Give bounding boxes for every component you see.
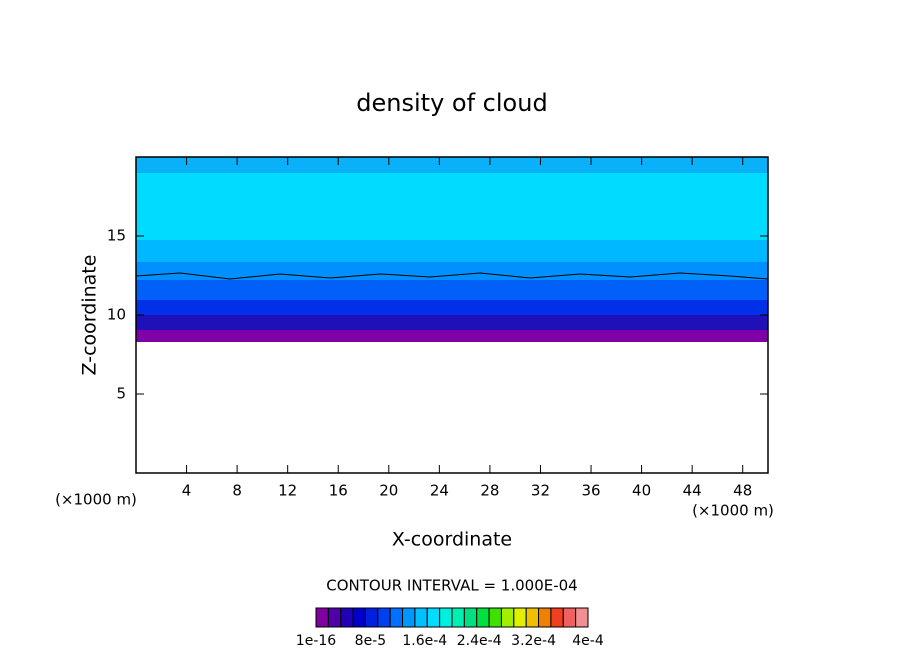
colorbar-label: 3.2e-4: [511, 633, 556, 649]
y-tick-label: 10: [107, 306, 126, 324]
colorbar-swatch: [389, 607, 404, 628]
colorbar-swatch: [402, 607, 416, 628]
colorbar-swatch: [451, 607, 465, 628]
x-tick-label: 36: [581, 482, 600, 500]
x-tick-label: 32: [531, 482, 550, 500]
y-tick-label: 15: [107, 227, 126, 245]
colorbar-swatch: [352, 607, 366, 628]
colorbar-swatch: [315, 607, 329, 628]
colorbar-swatch: [562, 607, 577, 628]
y-tick-label: 5: [116, 385, 126, 403]
x-tick-label: 8: [232, 482, 242, 500]
y-unit: (×1000 m): [55, 491, 137, 509]
colorbar-swatch: [377, 607, 391, 628]
colorbar-swatch: [525, 607, 540, 628]
colorbar-swatch: [439, 607, 453, 628]
colorbar-swatch: [476, 607, 490, 628]
x-tick-label: 48: [733, 482, 752, 500]
colorbar-label: 1e-16: [296, 633, 336, 649]
colorbar-swatch: [513, 607, 527, 628]
colorbar-swatch: [327, 607, 342, 628]
x-tick-label: 44: [683, 482, 702, 500]
colorbar-swatch: [364, 607, 379, 628]
chart-title: density of cloud: [356, 89, 547, 117]
colorbar-swatch: [575, 607, 589, 628]
x-tick-label: 12: [278, 482, 297, 500]
x-tick-label: 28: [480, 482, 499, 500]
contour-interval: CONTOUR INTERVAL = 1.000E-04: [326, 577, 577, 595]
contour-field: [135, 157, 769, 342]
colorbar-label: 2.4e-4: [457, 633, 502, 649]
x-tick-label: 40: [632, 482, 651, 500]
colorbar-swatch: [538, 607, 552, 628]
x-tick-label: 16: [329, 482, 348, 500]
colorbar-swatch: [463, 607, 478, 628]
colorbar-label: 1.6e-4: [402, 633, 447, 649]
colorbar-swatch: [414, 607, 428, 628]
x-tick-label: 4: [182, 482, 192, 500]
colorbar-swatch: [550, 607, 564, 628]
colorbar-swatch: [500, 607, 515, 628]
x-axis-label: X-coordinate: [392, 529, 512, 551]
colorbar-label: 8e-5: [355, 633, 386, 649]
y-axis-label: Z-coordinate: [79, 255, 101, 376]
colorbar-swatch: [488, 607, 502, 628]
colorbar-label: 4e-4: [572, 633, 604, 649]
colorbar-swatch: [426, 607, 441, 628]
x-unit: (×1000 m): [692, 502, 774, 520]
x-tick-label: 20: [379, 482, 398, 500]
colorbar-swatch: [340, 607, 354, 628]
x-tick-label: 24: [430, 482, 449, 500]
